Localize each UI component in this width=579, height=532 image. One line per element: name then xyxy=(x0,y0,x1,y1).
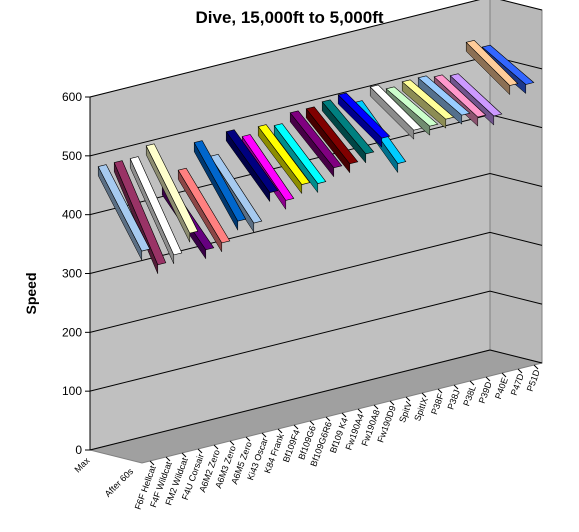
ribbon-top xyxy=(129,156,183,256)
series-ribbon xyxy=(401,79,455,129)
series-label: P38J xyxy=(445,388,461,411)
series-label: SpitV xyxy=(397,400,414,424)
ribbon-top xyxy=(289,110,343,169)
ribbon-top xyxy=(177,167,231,244)
series-tick-mark xyxy=(501,372,507,378)
series-tick-mark xyxy=(261,432,267,438)
ribbon-top xyxy=(209,153,263,224)
series-ribbon xyxy=(417,75,471,125)
gridline-side xyxy=(489,349,543,364)
y-tick-label: 200 xyxy=(62,325,82,339)
gridline xyxy=(89,349,491,451)
ribbon-top xyxy=(385,86,439,127)
series-tick-mark xyxy=(165,456,171,462)
series-label: P38F xyxy=(429,392,446,416)
series-ribbon xyxy=(129,156,183,265)
ribbon-top xyxy=(145,143,199,234)
y-tick-label: 100 xyxy=(62,384,82,398)
ribbon-top xyxy=(97,164,151,252)
series-ribbon xyxy=(97,164,151,261)
series-tick-mark xyxy=(309,420,315,426)
series-tick-mark xyxy=(277,428,283,434)
series-tick-mark xyxy=(293,424,299,430)
ribbon-top xyxy=(257,124,311,185)
y-tick-label: 400 xyxy=(62,208,82,222)
series-ribbon xyxy=(369,84,423,140)
gridline-side xyxy=(489,173,543,187)
gridline-side xyxy=(489,114,543,129)
ribbon-top xyxy=(401,79,455,120)
y-axis-title: Speed xyxy=(23,272,39,314)
ribbon-top xyxy=(113,160,167,266)
series-label: P40E xyxy=(493,376,510,400)
series-ribbon xyxy=(177,167,231,253)
series-tick-mark xyxy=(485,376,491,382)
ribbon-top xyxy=(337,92,391,139)
series-tick-mark xyxy=(245,436,251,442)
series-tick-mark xyxy=(229,440,235,446)
x-category-label: Max xyxy=(72,455,91,474)
series-ribbon xyxy=(193,140,247,232)
ribbon-top xyxy=(305,106,359,165)
y-tick-label: 600 xyxy=(62,90,82,104)
gridline xyxy=(89,290,491,392)
series-label: P51D xyxy=(525,368,542,393)
ribbon-top xyxy=(417,75,471,116)
series-ribbon xyxy=(337,92,391,148)
series-tick-mark xyxy=(453,384,459,390)
series-ribbon xyxy=(257,124,311,195)
ribbon-top xyxy=(433,74,487,118)
series-tick-mark xyxy=(341,412,347,418)
ribbon-top xyxy=(241,134,295,201)
ribbon-top xyxy=(321,99,375,155)
ribbon-top xyxy=(369,84,423,131)
chart-title: Dive, 15,000ft to 5,000ft xyxy=(195,8,384,27)
series-label: SpitIX xyxy=(412,396,430,422)
series-ribbon xyxy=(465,39,519,96)
gridline xyxy=(89,231,491,333)
gridline-side xyxy=(499,0,543,11)
gridline-side xyxy=(489,231,543,246)
series-ribbon xyxy=(321,99,375,164)
series-tick-mark xyxy=(213,444,219,450)
series-ribbon xyxy=(225,129,279,203)
series-tick-mark xyxy=(533,364,539,370)
ribbon-top xyxy=(193,140,247,222)
gridline-side xyxy=(489,290,543,305)
series-tick-mark xyxy=(405,396,411,402)
ribbon-top xyxy=(465,39,519,86)
series-tick-mark xyxy=(181,452,187,458)
series-ribbon xyxy=(305,106,359,174)
series-ribbon xyxy=(145,143,199,243)
series-tick-mark xyxy=(357,408,363,414)
ribbon-top xyxy=(449,73,503,117)
gridline xyxy=(89,0,481,98)
series-label: Fw190D9 xyxy=(375,404,398,444)
series-ribbon xyxy=(289,110,343,178)
y-tick-label: 500 xyxy=(62,149,82,163)
ribbon-top xyxy=(481,44,535,85)
series-tick-mark xyxy=(197,448,203,454)
x-category-label: After 60s xyxy=(103,466,136,499)
ribbon-top xyxy=(273,123,327,184)
series-label: P47D xyxy=(509,372,526,397)
series-tick-mark xyxy=(325,416,331,422)
series-ribbon xyxy=(273,123,327,194)
series-label: P39D xyxy=(477,380,494,405)
ribbon-top xyxy=(225,129,279,193)
series-tick-mark xyxy=(437,388,443,394)
series-tick-mark xyxy=(517,368,523,374)
series-tick-mark xyxy=(421,392,427,398)
series-tick-mark xyxy=(149,460,155,466)
series-label: P38L xyxy=(461,384,478,407)
gridline xyxy=(89,55,491,157)
series-tick-mark xyxy=(373,404,379,410)
y-tick-label: 300 xyxy=(62,267,82,281)
series-tick-mark xyxy=(389,400,395,406)
series-tick-mark xyxy=(469,380,475,386)
y-tick-label: 0 xyxy=(75,443,82,457)
